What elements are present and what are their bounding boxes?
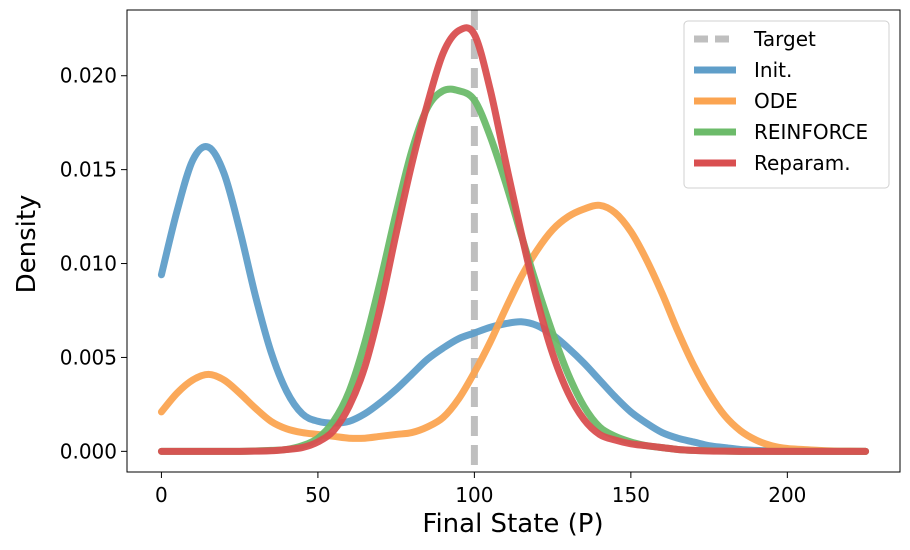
y-tick-label: 0.015 xyxy=(60,158,117,182)
legend-label-reinforce: REINFORCE xyxy=(754,120,868,144)
legend: Target Init. ODE REINFORCE Reparam. xyxy=(683,20,890,189)
y-tick-label: 0.005 xyxy=(60,345,117,369)
y-tick-label: 0.010 xyxy=(60,252,117,276)
axes: 0 50 100 150 200 0.000 0.005 0.010 0.015 0.020 xyxy=(60,9,901,507)
series-line-reparam xyxy=(157,24,870,455)
y-tick-label: 0.000 xyxy=(60,439,117,463)
series-line-ode xyxy=(157,201,870,455)
legend-box xyxy=(683,20,890,189)
y-tick-label: 0.020 xyxy=(60,64,117,88)
chart-marks xyxy=(157,10,870,472)
x-tick-label: 200 xyxy=(768,483,806,507)
axes-frame xyxy=(126,9,901,473)
x-axis-label: Final State (P) xyxy=(422,509,603,539)
y-axis-label: Density xyxy=(12,195,42,294)
x-tick-label: 150 xyxy=(612,483,650,507)
legend-label-target: Target xyxy=(753,27,816,51)
x-tick-label: 100 xyxy=(455,483,493,507)
legend-label-init: Init. xyxy=(754,58,792,82)
x-tick-label: 50 xyxy=(305,483,330,507)
legend-label-reparam: Reparam. xyxy=(754,151,851,175)
x-tick-label: 0 xyxy=(155,483,168,507)
legend-label-ode: ODE xyxy=(754,89,798,113)
